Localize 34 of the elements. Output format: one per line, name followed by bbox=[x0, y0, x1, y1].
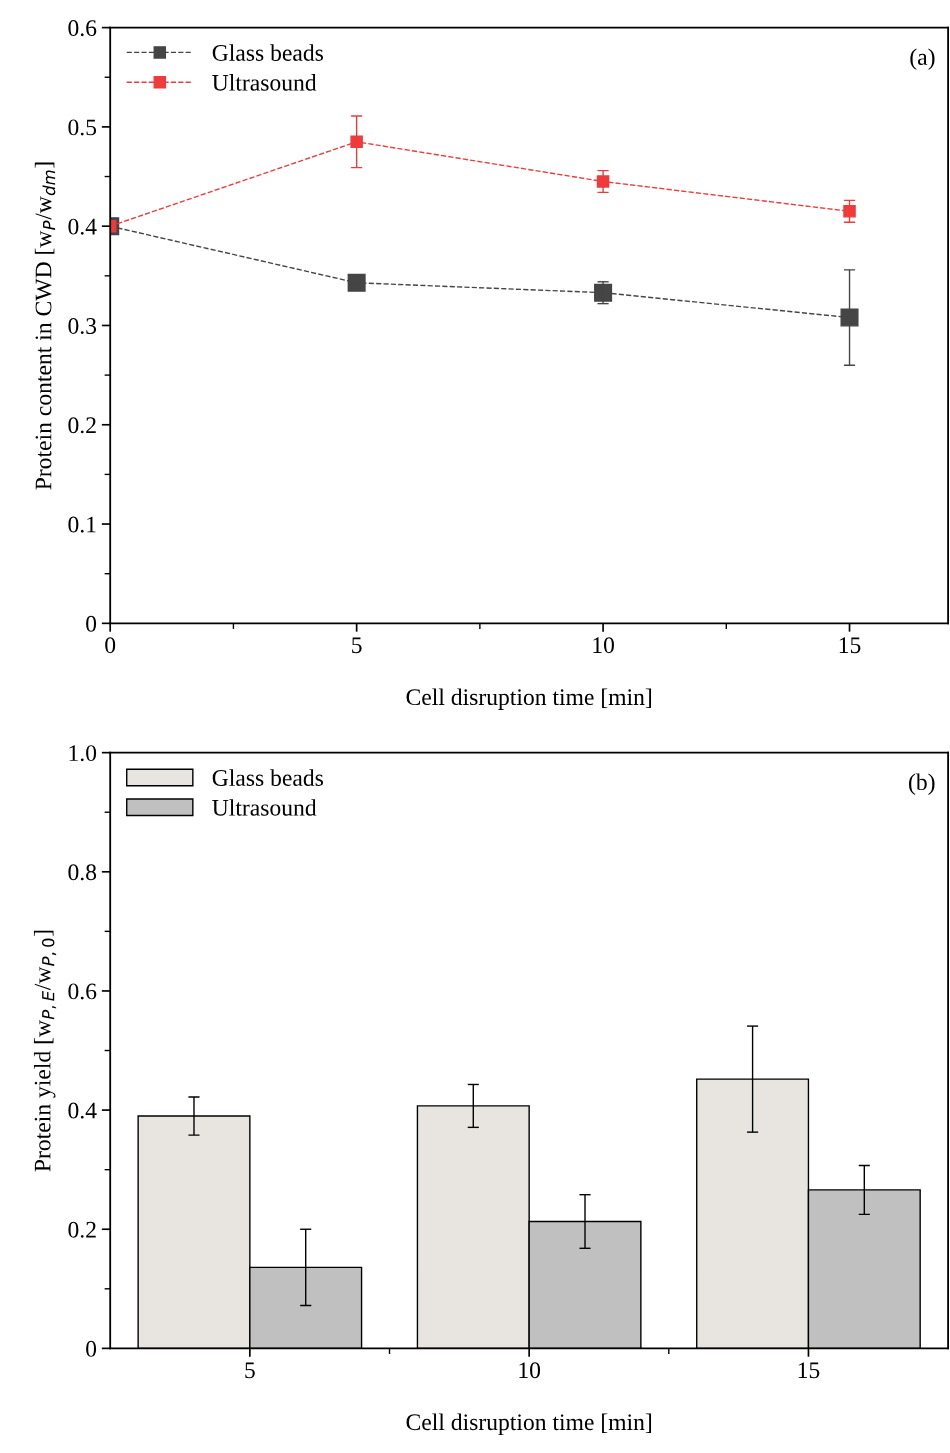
x-tick-label: 5 bbox=[352, 637, 362, 654]
y-tick-label: 0.1 bbox=[68, 516, 96, 533]
x-tick-label: 10 bbox=[519, 1362, 541, 1379]
x-tick-label: 15 bbox=[839, 637, 861, 654]
x-tick-label: 10 bbox=[593, 637, 614, 654]
x-tick-label: 0 bbox=[105, 637, 116, 654]
x-tick-label: 15 bbox=[798, 1362, 820, 1379]
y-axis-title: Protein content in CWD [w$_{P}$/w$_{dm}$] bbox=[34, 162, 56, 490]
legend-label: Glass beads bbox=[212, 769, 323, 786]
x-tick-label: 5 bbox=[245, 1362, 255, 1379]
y-tick-label: 1.0 bbox=[69, 745, 97, 762]
x-axis-title: Cell disruption time [min] bbox=[406, 688, 652, 710]
y-tick-label: 0 bbox=[86, 615, 97, 632]
legend-label: Glass beads bbox=[212, 44, 323, 61]
y-tick-label: 0.6 bbox=[68, 983, 97, 1000]
y-tick-label: 0.5 bbox=[68, 119, 97, 136]
point bbox=[843, 205, 856, 218]
y-tick-label: 0.3 bbox=[68, 317, 97, 334]
annotation: (a) bbox=[910, 48, 935, 70]
y-tick-label: 0 bbox=[86, 1340, 97, 1357]
x-axis-title: Cell disruption time [min] bbox=[406, 1413, 652, 1435]
point bbox=[840, 308, 859, 327]
y-tick-label: 0.6 bbox=[68, 20, 97, 37]
annotation: (b) bbox=[909, 773, 935, 795]
y-tick-label: 0.2 bbox=[68, 1221, 96, 1238]
point bbox=[350, 135, 363, 149]
y-axis-title: Protein yield [w$_{P,E}$/w$_{P,0}$] bbox=[33, 930, 57, 1172]
point bbox=[347, 273, 366, 292]
y-tick-label: 0.2 bbox=[68, 417, 96, 434]
legend-label: Ultrasound bbox=[212, 74, 317, 91]
y-tick-label: 0.8 bbox=[68, 864, 97, 881]
y-tick-label: 0.4 bbox=[68, 1102, 97, 1119]
y-tick-label: 0.4 bbox=[68, 218, 97, 235]
legend-label: Ultrasound bbox=[212, 799, 317, 816]
